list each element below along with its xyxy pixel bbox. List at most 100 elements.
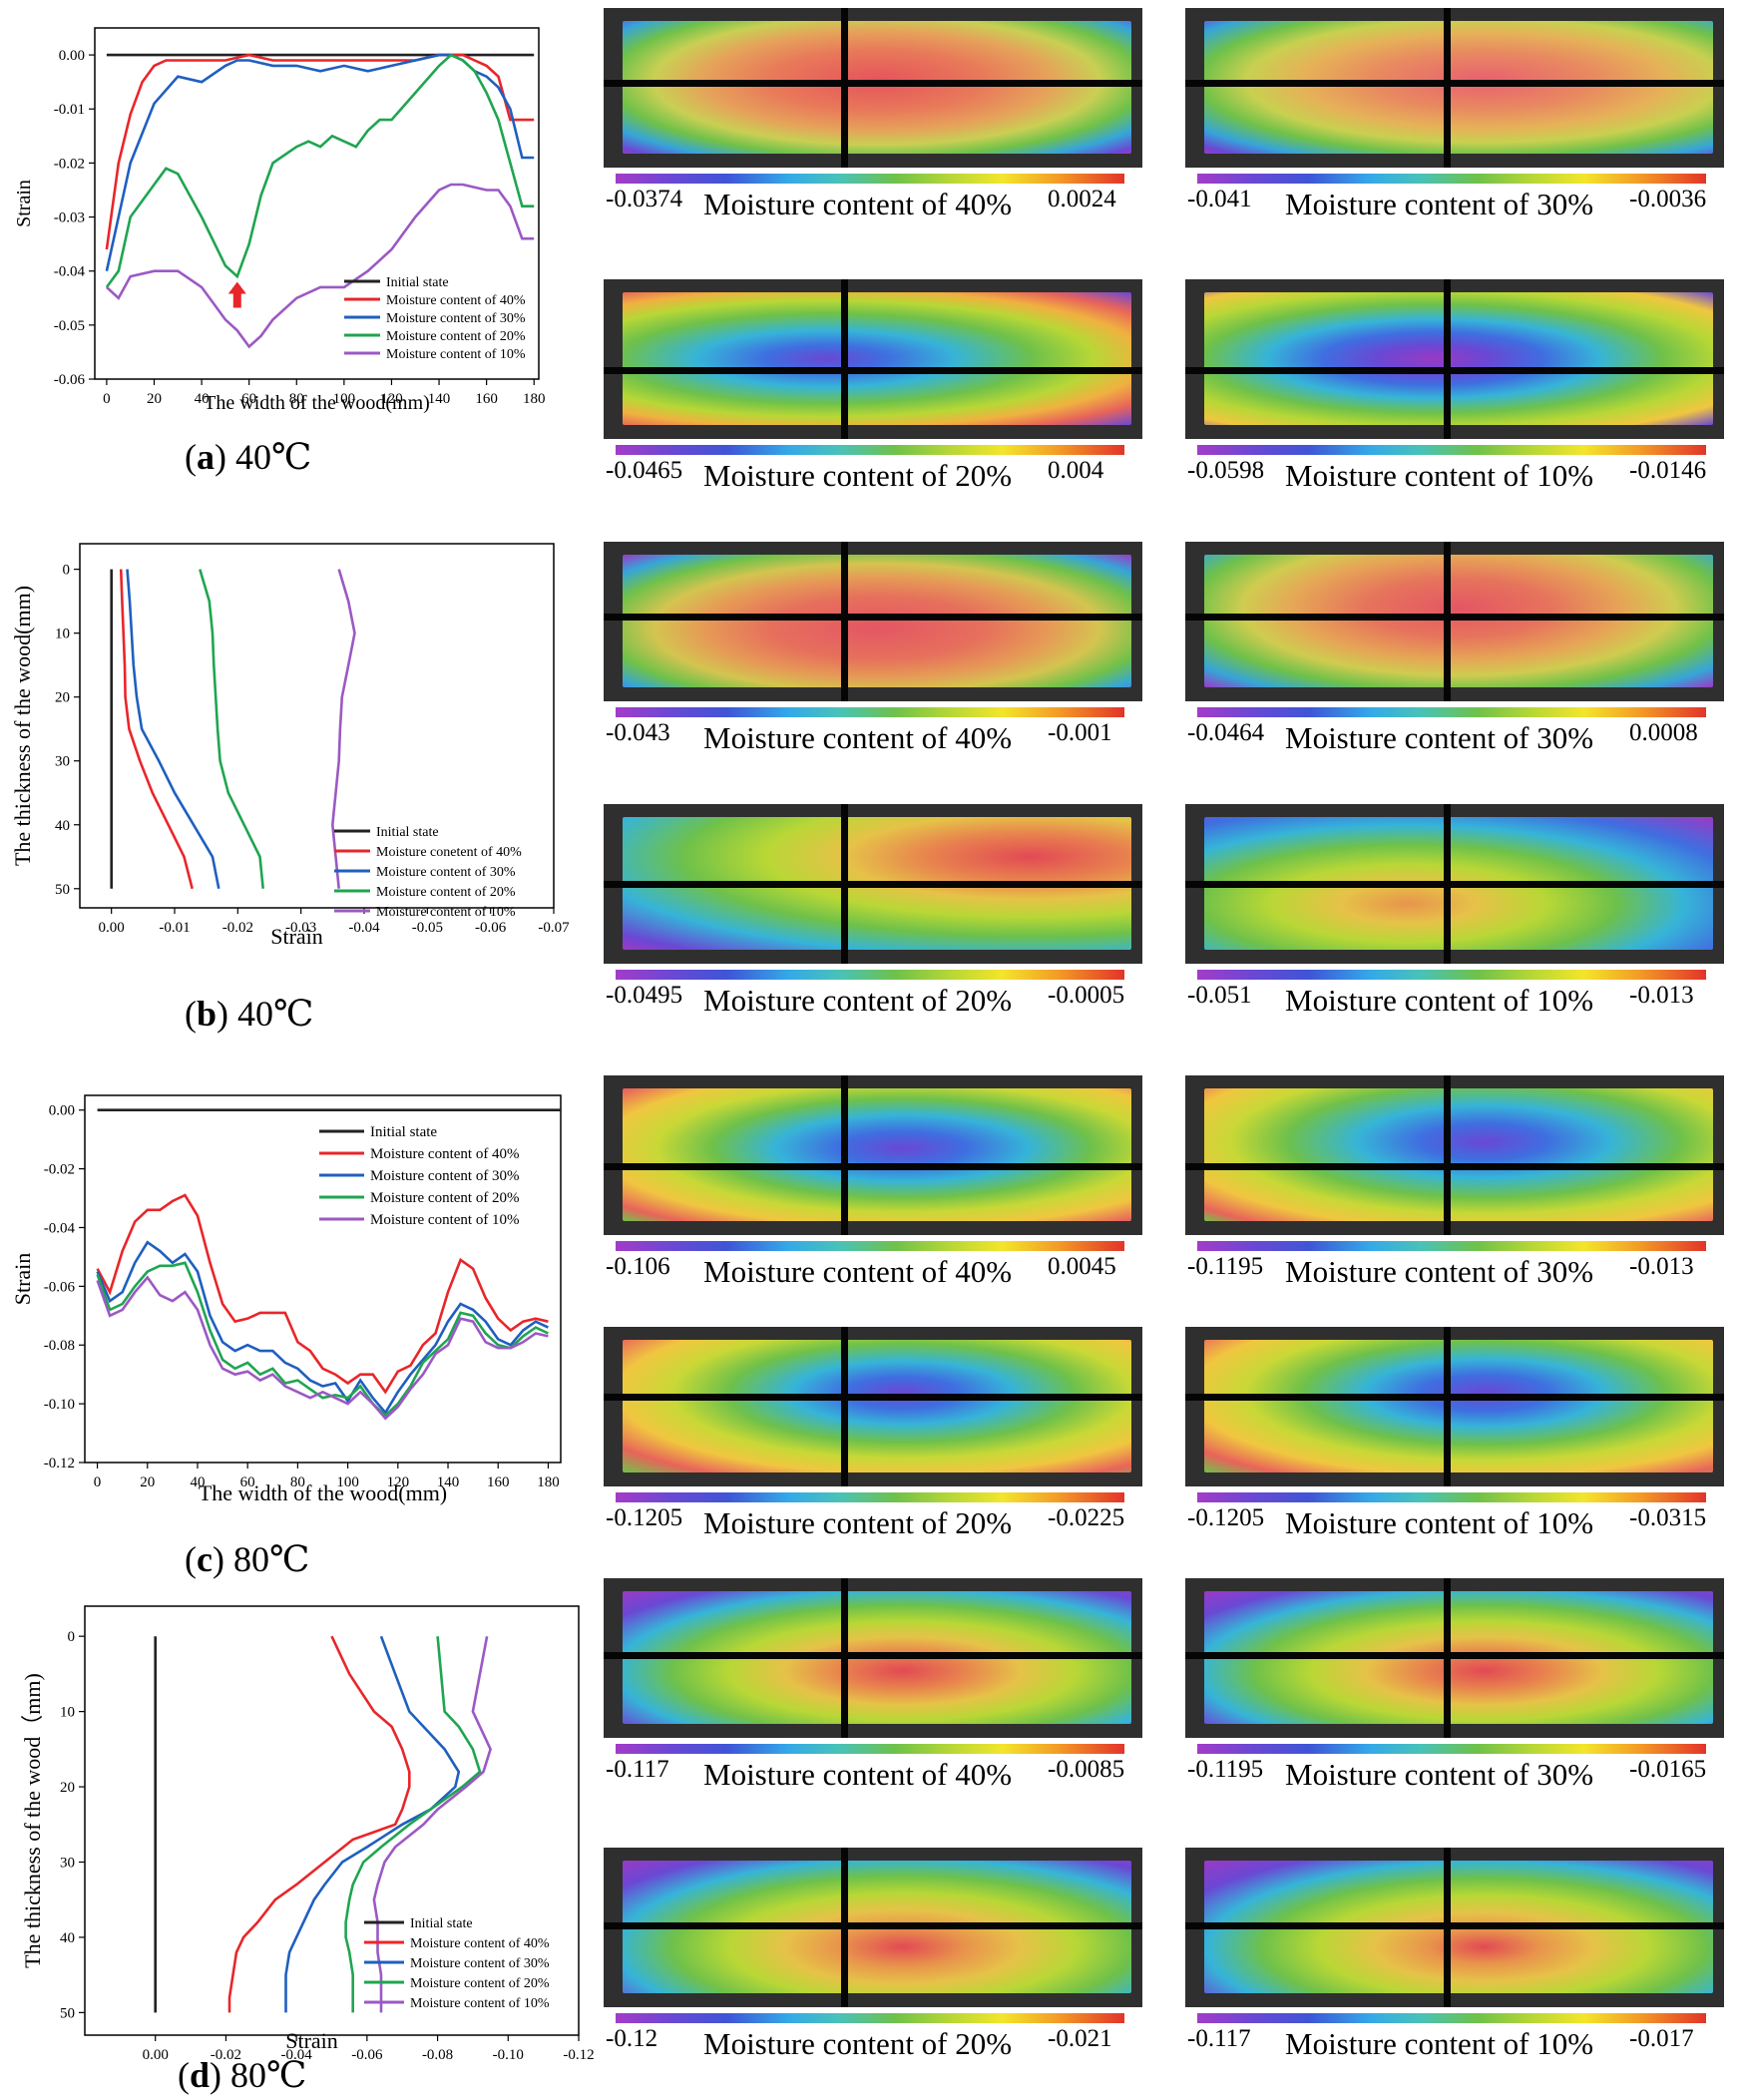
y-tick-label: -0.02	[54, 156, 85, 172]
horizontal-crosshair	[1185, 80, 1724, 87]
scale-max-value: -0.0036	[1629, 186, 1707, 212]
x-axis-label: Strain	[285, 2028, 338, 2053]
legend-entry: Moisture content of 40%	[386, 293, 526, 308]
legend-entry: Moisture content of 30%	[410, 1956, 550, 1971]
scale-max-value: -0.0165	[1629, 1756, 1707, 1783]
scale-max-value: 0.004	[1048, 457, 1104, 484]
color-scale-bar	[1197, 707, 1706, 717]
horizontal-crosshair	[604, 1651, 1142, 1659]
scale-max-value: -0.013	[1629, 982, 1694, 1009]
strain-map-m11	[604, 1327, 1142, 1486]
y-tick-label: -0.10	[44, 1397, 75, 1413]
plot-frame	[79, 543, 555, 909]
horizontal-crosshair	[604, 1163, 1142, 1170]
strain-field-image	[1203, 554, 1714, 687]
scale-min-value: -0.0495	[606, 982, 683, 1009]
color-scale-bar	[616, 1492, 1124, 1502]
scale-min-value: -0.1205	[1187, 1504, 1265, 1531]
color-scale-bar	[1197, 970, 1706, 980]
x-tick-label: 0	[94, 1474, 102, 1490]
vertical-crosshair	[1444, 279, 1452, 439]
scale-max-value: -0.0146	[1629, 457, 1707, 484]
x-tick-label: -0.10	[493, 2047, 524, 2063]
color-scale-bar	[616, 1241, 1124, 1251]
scale-min-value: -0.043	[606, 719, 670, 746]
scale-min-value: -0.051	[1187, 982, 1252, 1009]
moisture-label: Moisture content of 20%	[703, 983, 1013, 1018]
y-tick-label: -0.04	[44, 1220, 76, 1236]
moisture-label: Moisture content of 10%	[1285, 458, 1594, 493]
x-tick-label: 120	[387, 1474, 410, 1490]
x-tick-label: -0.03	[285, 920, 316, 936]
legend-entry: Moisture content of 40%	[370, 1146, 520, 1162]
strain-field-image	[1203, 1087, 1714, 1221]
plot-frame	[84, 1094, 562, 1464]
vertical-crosshair	[1444, 1327, 1452, 1486]
scale-min-value: -0.117	[1187, 2025, 1251, 2052]
series-line-4	[106, 183, 535, 349]
strain-map-m8	[1185, 804, 1724, 964]
legend-entry: Moisture content of 20%	[370, 1190, 520, 1206]
strain-map-m4	[1185, 279, 1724, 439]
y-tick-label: 50	[55, 882, 70, 898]
scale-min-value: -0.1205	[606, 1504, 683, 1531]
y-tick-label: 20	[60, 1780, 75, 1796]
legend-entry: Moisture content of 40%	[410, 1936, 550, 1951]
y-tick-label: 10	[55, 627, 70, 642]
moisture-label: Moisture content of 10%	[1285, 2026, 1594, 2061]
x-tick-label: -0.06	[475, 920, 507, 936]
horizontal-crosshair	[1185, 1922, 1724, 1930]
horizontal-crosshair	[604, 614, 1142, 621]
moisture-label: Moisture content of 30%	[1285, 720, 1594, 755]
x-tick-label: -0.05	[412, 920, 443, 936]
scale-max-value: -0.0315	[1629, 1504, 1707, 1531]
x-tick-label: 80	[289, 391, 304, 407]
y-tick-label: -0.04	[54, 264, 86, 280]
legend-entry: Moisture content of 30%	[386, 311, 526, 326]
chart-b: 0.00 -0.01 -0.02 -0.03 -0.04 -0.05 -0.06 -0.07 0…	[10, 543, 570, 949]
scale-max-value: -0.017	[1629, 2025, 1694, 2052]
strain-field-image	[1203, 291, 1714, 425]
vertical-crosshair	[840, 8, 848, 168]
chart-a: 0 20 40 60 80 100 120 140 160 180 0.00 -0.01 -0.02 -0…	[13, 27, 546, 414]
x-tick-label: 180	[523, 391, 546, 407]
strain-map-m13	[604, 1578, 1142, 1738]
scale-min-value: -0.117	[606, 1756, 669, 1783]
line-charts-canvas: 0 20 40 60 80 100 120 140 160 1800.00-0.01-0.02-0…	[10, 27, 595, 2063]
legend-entry: Initial state	[376, 825, 439, 840]
x-tick-label: 160	[475, 391, 498, 407]
moisture-label: Moisture content of 20%	[703, 2026, 1013, 2061]
y-tick-label: 20	[55, 690, 70, 706]
series-line-3	[344, 1636, 482, 2013]
strain-map-m2	[1185, 8, 1724, 168]
scale-max-value: 0.0008	[1629, 719, 1698, 746]
scale-max-value: 0.0045	[1048, 1253, 1116, 1280]
x-tick-label: -0.02	[211, 2047, 241, 2063]
y-tick-label: 40	[55, 818, 70, 834]
scale-max-value: -0.001	[1048, 719, 1112, 746]
scale-min-value: -0.106	[606, 1253, 670, 1280]
series-line-4	[96, 1275, 549, 1421]
color-scale-bar	[616, 2013, 1124, 2023]
horizontal-crosshair	[604, 80, 1142, 87]
y-axis-label: Strain	[13, 180, 35, 227]
strain-map-m7	[604, 804, 1142, 964]
plot-frame	[84, 1605, 580, 2036]
x-tick-label: 140	[428, 391, 451, 407]
strain-map-m15	[604, 1848, 1142, 2007]
series-line-1	[105, 53, 535, 250]
horizontal-crosshair	[604, 880, 1142, 888]
vertical-crosshair	[1444, 8, 1452, 168]
y-tick-label: -0.06	[54, 372, 86, 388]
strain-field-image	[622, 20, 1132, 154]
legend-entry: Initial state	[410, 1916, 473, 1931]
x-tick-label: 0.00	[143, 2047, 169, 2063]
x-tick-label: 120	[380, 391, 403, 407]
series-line-3	[199, 569, 264, 889]
color-scale-bar	[1197, 1241, 1706, 1251]
scale-max-value: -0.021	[1048, 2025, 1112, 2052]
y-tick-label: -0.12	[44, 1456, 75, 1471]
color-scale-bar	[1197, 445, 1706, 455]
strain-map-m14	[1185, 1578, 1724, 1738]
x-tick-label: 0	[103, 391, 111, 407]
